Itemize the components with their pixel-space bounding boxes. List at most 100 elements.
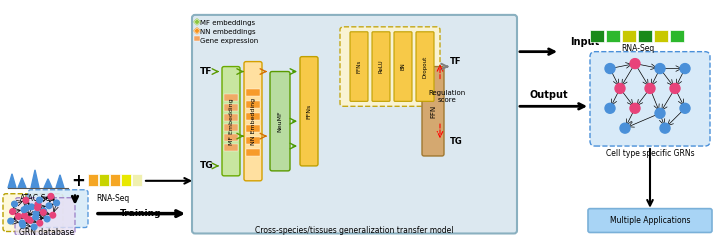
Bar [606, 30, 620, 42]
Circle shape [630, 59, 640, 68]
FancyBboxPatch shape [270, 72, 290, 171]
FancyBboxPatch shape [590, 52, 710, 146]
Text: TG: TG [200, 161, 214, 170]
Circle shape [11, 201, 17, 207]
Text: GRN database: GRN database [19, 228, 75, 237]
Circle shape [20, 222, 26, 228]
Text: MF Embedding: MF Embedding [228, 98, 233, 145]
Polygon shape [194, 19, 200, 25]
Bar [654, 30, 668, 42]
Circle shape [32, 224, 37, 230]
FancyBboxPatch shape [340, 27, 440, 106]
Bar [99, 174, 109, 186]
FancyBboxPatch shape [222, 67, 240, 176]
Circle shape [23, 197, 29, 203]
Text: TF: TF [200, 67, 213, 76]
Polygon shape [31, 170, 39, 188]
Bar [622, 30, 636, 42]
Text: FFNs: FFNs [307, 104, 312, 119]
Bar [246, 137, 260, 144]
FancyBboxPatch shape [394, 32, 412, 101]
Circle shape [24, 205, 29, 211]
Text: Regulation
score: Regulation score [429, 90, 466, 103]
FancyBboxPatch shape [192, 15, 517, 233]
Circle shape [680, 64, 690, 73]
Bar [110, 174, 120, 186]
Bar [246, 101, 260, 108]
FancyBboxPatch shape [244, 62, 262, 181]
Bar [224, 94, 238, 101]
FancyBboxPatch shape [300, 57, 318, 166]
Circle shape [45, 216, 50, 222]
Polygon shape [194, 28, 200, 34]
Circle shape [645, 83, 655, 93]
Circle shape [54, 200, 60, 206]
Bar [121, 174, 131, 186]
Circle shape [40, 210, 46, 215]
Bar [88, 174, 98, 186]
Bar [132, 174, 142, 186]
Circle shape [605, 64, 615, 73]
Circle shape [680, 103, 690, 113]
Text: FFN: FFN [430, 105, 436, 118]
Polygon shape [44, 179, 52, 188]
Text: NN Embedding: NN Embedding [251, 98, 256, 145]
Text: Gene expression: Gene expression [200, 38, 258, 44]
Bar [590, 30, 604, 42]
Text: FFNs: FFNs [357, 60, 361, 73]
Circle shape [660, 123, 670, 133]
Bar [638, 30, 652, 42]
Circle shape [8, 218, 14, 224]
Circle shape [27, 218, 33, 223]
Text: TG: TG [450, 137, 462, 146]
FancyBboxPatch shape [3, 194, 63, 232]
Circle shape [21, 207, 27, 213]
Bar [224, 144, 238, 151]
Text: Cell type specific GRNs: Cell type specific GRNs [606, 149, 694, 158]
Circle shape [670, 83, 680, 93]
Text: ATAC-Seq: ATAC-Seq [20, 194, 56, 203]
Circle shape [630, 103, 640, 113]
Circle shape [655, 108, 665, 118]
Circle shape [16, 214, 21, 219]
Text: ReLU: ReLU [378, 60, 383, 73]
Text: BN: BN [401, 63, 406, 70]
Text: TF: TF [450, 57, 462, 66]
Circle shape [37, 220, 42, 226]
Bar [670, 30, 684, 42]
Polygon shape [56, 175, 64, 188]
FancyBboxPatch shape [588, 209, 712, 232]
Circle shape [33, 211, 39, 217]
Text: MF embeddings: MF embeddings [200, 20, 255, 26]
Text: +: + [71, 172, 85, 190]
Circle shape [48, 193, 54, 199]
Circle shape [25, 216, 31, 222]
Bar [224, 114, 238, 121]
Text: Cross-species/tissues generalization transfer model: Cross-species/tissues generalization tra… [256, 227, 454, 236]
FancyBboxPatch shape [350, 32, 368, 101]
Circle shape [35, 201, 41, 207]
Text: Dropout: Dropout [422, 55, 427, 78]
Text: RNA-Seq: RNA-Seq [621, 44, 655, 53]
Polygon shape [8, 174, 16, 188]
Circle shape [655, 64, 665, 73]
Text: RNA-Seq: RNA-Seq [96, 194, 130, 203]
Circle shape [620, 123, 630, 133]
Circle shape [615, 83, 625, 93]
Bar [194, 36, 200, 41]
Text: NeuMF: NeuMF [277, 110, 282, 132]
Bar [224, 134, 238, 141]
Bar [224, 124, 238, 131]
FancyBboxPatch shape [422, 67, 444, 156]
FancyBboxPatch shape [28, 190, 88, 228]
Circle shape [22, 213, 27, 219]
Text: Output: Output [530, 90, 569, 100]
Polygon shape [18, 178, 26, 188]
Circle shape [29, 204, 34, 210]
Circle shape [33, 214, 39, 220]
Text: Input: Input [570, 37, 600, 47]
Bar [246, 125, 260, 132]
FancyBboxPatch shape [372, 32, 390, 101]
Circle shape [50, 212, 56, 218]
Circle shape [605, 103, 615, 113]
